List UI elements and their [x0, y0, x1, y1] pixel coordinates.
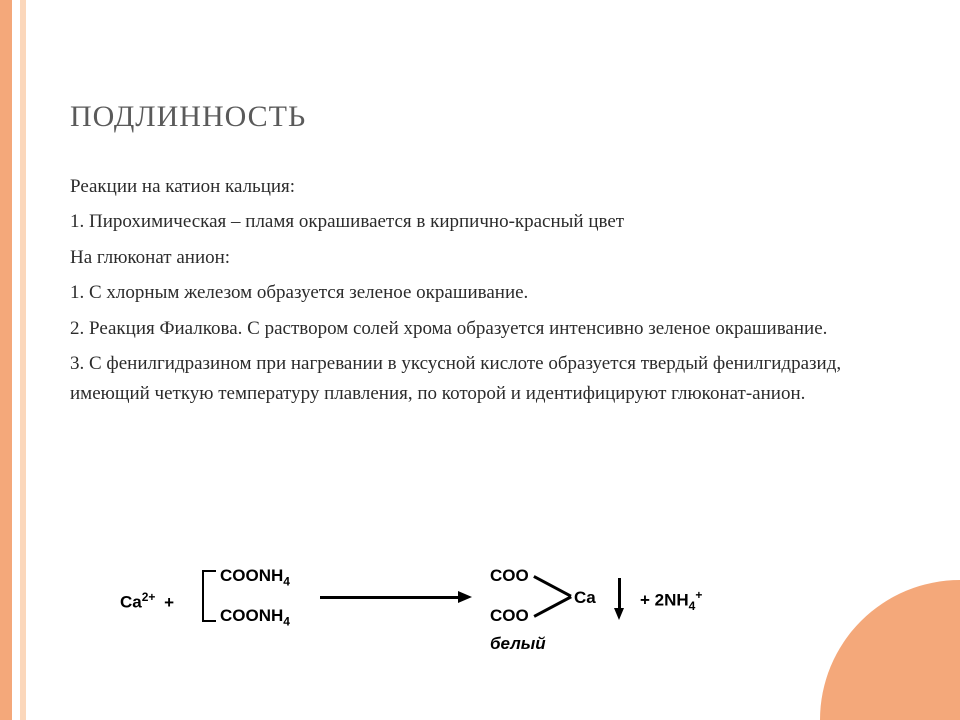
eq-ca-ion: Ca2+ + — [120, 590, 174, 613]
page-title: ПОДЛИННОСТЬ — [70, 100, 900, 134]
eq-coo-bot: COO — [490, 606, 529, 626]
eq-ca-product: Ca — [574, 588, 596, 608]
eq-sub: 4 — [283, 574, 290, 588]
eq-downarrow-head — [614, 608, 624, 620]
eq-text: Ca — [120, 593, 142, 612]
eq-plus: + — [164, 593, 174, 612]
body-line: 2. Реакция Фиалкова. С раствором солей х… — [70, 314, 900, 343]
left-stripe-wide — [0, 0, 12, 720]
eq-angle-bot — [533, 595, 571, 617]
eq-label-belyi: белый — [490, 634, 546, 654]
eq-angle-top — [533, 575, 571, 597]
eq-arrow-line — [320, 596, 460, 599]
chemical-equation: Ca2+ + COONH4 COONH4 COO COO Ca + 2NH4+ … — [120, 560, 800, 670]
body-line: 3. С фенилгидразином при нагревании в ук… — [70, 349, 900, 408]
body-line: 1. Пирохимическая – пламя окрашивается в… — [70, 207, 900, 236]
eq-arrow-head — [458, 591, 472, 603]
eq-downarrow-line — [618, 578, 621, 610]
corner-quarter-circle — [820, 580, 960, 720]
eq-coo-top: COO — [490, 566, 529, 586]
slide-content: ПОДЛИННОСТЬ Реакции на катион кальция: 1… — [70, 100, 900, 414]
eq-coonh4-bot: COONH4 — [220, 606, 290, 628]
eq-bracket-left — [202, 570, 216, 622]
body-line: Реакции на катион кальция: — [70, 172, 900, 201]
eq-text: + 2NH — [640, 591, 689, 610]
eq-sup: 2+ — [142, 590, 156, 604]
body-line: 1. С хлорным железом образуется зеленое … — [70, 278, 900, 307]
eq-sub: 4 — [283, 614, 290, 628]
eq-text: COONH — [220, 566, 283, 585]
left-stripe-thin — [20, 0, 26, 720]
eq-sup: + — [695, 588, 702, 602]
eq-coonh4-top: COONH4 — [220, 566, 290, 588]
body-line: На глюконат анион: — [70, 243, 900, 272]
eq-nh4: + 2NH4+ — [640, 588, 702, 613]
eq-text: COONH — [220, 606, 283, 625]
